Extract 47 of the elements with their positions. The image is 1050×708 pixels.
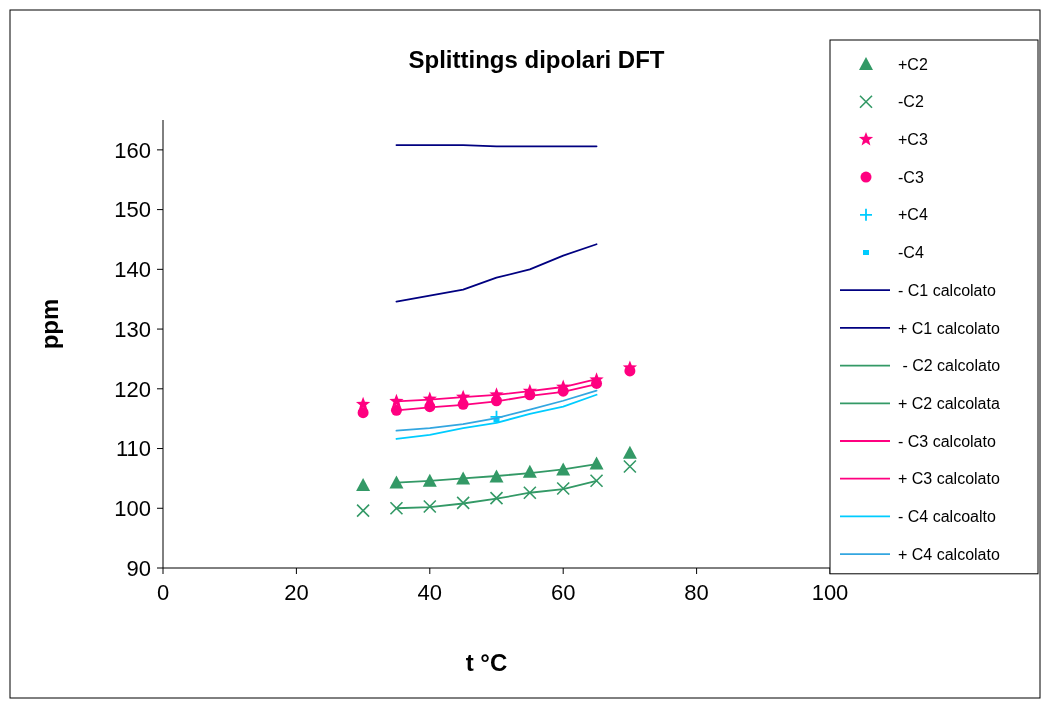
- y-tick-label: 140: [114, 257, 151, 283]
- point: [556, 481, 570, 496]
- x-tick-label: 100: [811, 580, 849, 605]
- legend-label: + C1 calcolato: [898, 319, 1000, 337]
- y-tick-label: 150: [114, 197, 151, 223]
- point: [489, 469, 504, 483]
- y-tick-label: 100: [114, 495, 151, 521]
- point: [622, 445, 637, 459]
- y-tick-label: 110: [115, 436, 151, 462]
- x-tick-label: 80: [684, 580, 709, 605]
- point: [489, 491, 504, 505]
- legend-label: -C2: [898, 93, 924, 111]
- legend-label: - C3 calcolato: [898, 432, 996, 450]
- point: [423, 499, 437, 514]
- x-axis-title: t °C: [465, 649, 508, 676]
- y-tick-label: 120: [114, 376, 151, 402]
- point: [623, 459, 637, 474]
- legend-label: -C4: [898, 244, 924, 262]
- line-series: [395, 393, 598, 440]
- point: [389, 475, 404, 489]
- x-tick-label: 20: [284, 580, 309, 605]
- x-tick-label: 0: [156, 580, 170, 605]
- line-series: [395, 243, 598, 303]
- legend-label: + C2 calcolata: [898, 394, 1000, 412]
- legend-label: + C3 calcolato: [898, 470, 1000, 488]
- point: [523, 485, 537, 500]
- point: [389, 501, 404, 516]
- x-tick-label: 40: [417, 580, 443, 605]
- point: [357, 407, 369, 419]
- x-tick-label: 60: [550, 580, 576, 605]
- y-tick-label: 90: [126, 555, 151, 581]
- legend-label: +C4: [898, 206, 928, 224]
- point: [356, 477, 371, 491]
- legend-label: + C4 calcolato: [898, 545, 1000, 563]
- point: [589, 473, 604, 488]
- y-tick-label: 130: [114, 316, 151, 342]
- legend-label: +C3: [898, 131, 928, 148]
- point: [456, 496, 470, 510]
- legend-label: - C1 calcolato: [898, 281, 996, 299]
- legend-label: -C3: [898, 168, 924, 186]
- y-tick-label: 160: [114, 137, 151, 163]
- legend-label: - C2 calcolato: [898, 357, 1001, 375]
- legend-label: - C4 calcoalto: [898, 508, 996, 525]
- legend-label: +C2: [898, 55, 928, 73]
- y-axis-title: ppm: [36, 298, 63, 350]
- chart-title: Splittings dipolari DFT: [408, 46, 665, 73]
- point: [356, 503, 370, 518]
